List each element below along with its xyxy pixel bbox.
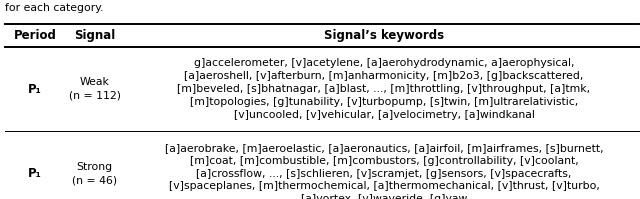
Text: [a]aerobrake, [m]aeroelastic, [a]aeronautics, [a]airfoil, [m]airframes, [s]burne: [a]aerobrake, [m]aeroelastic, [a]aeronau… (164, 143, 604, 199)
Text: Signal: Signal (74, 29, 115, 42)
Text: P₁: P₁ (28, 83, 42, 96)
Text: for each category.: for each category. (5, 3, 104, 13)
Text: Signal’s keywords: Signal’s keywords (324, 29, 444, 42)
Text: Period: Period (14, 29, 56, 42)
Text: Weak
(n = 112): Weak (n = 112) (68, 77, 121, 101)
Text: g]accelerometer, [v]acetylene, [a]aerohydrodynamic, a]aerophysical,
[a]aeroshell: g]accelerometer, [v]acetylene, [a]aerohy… (177, 59, 591, 120)
Text: Strong
(n = 46): Strong (n = 46) (72, 162, 117, 185)
Text: P₁: P₁ (28, 167, 42, 180)
